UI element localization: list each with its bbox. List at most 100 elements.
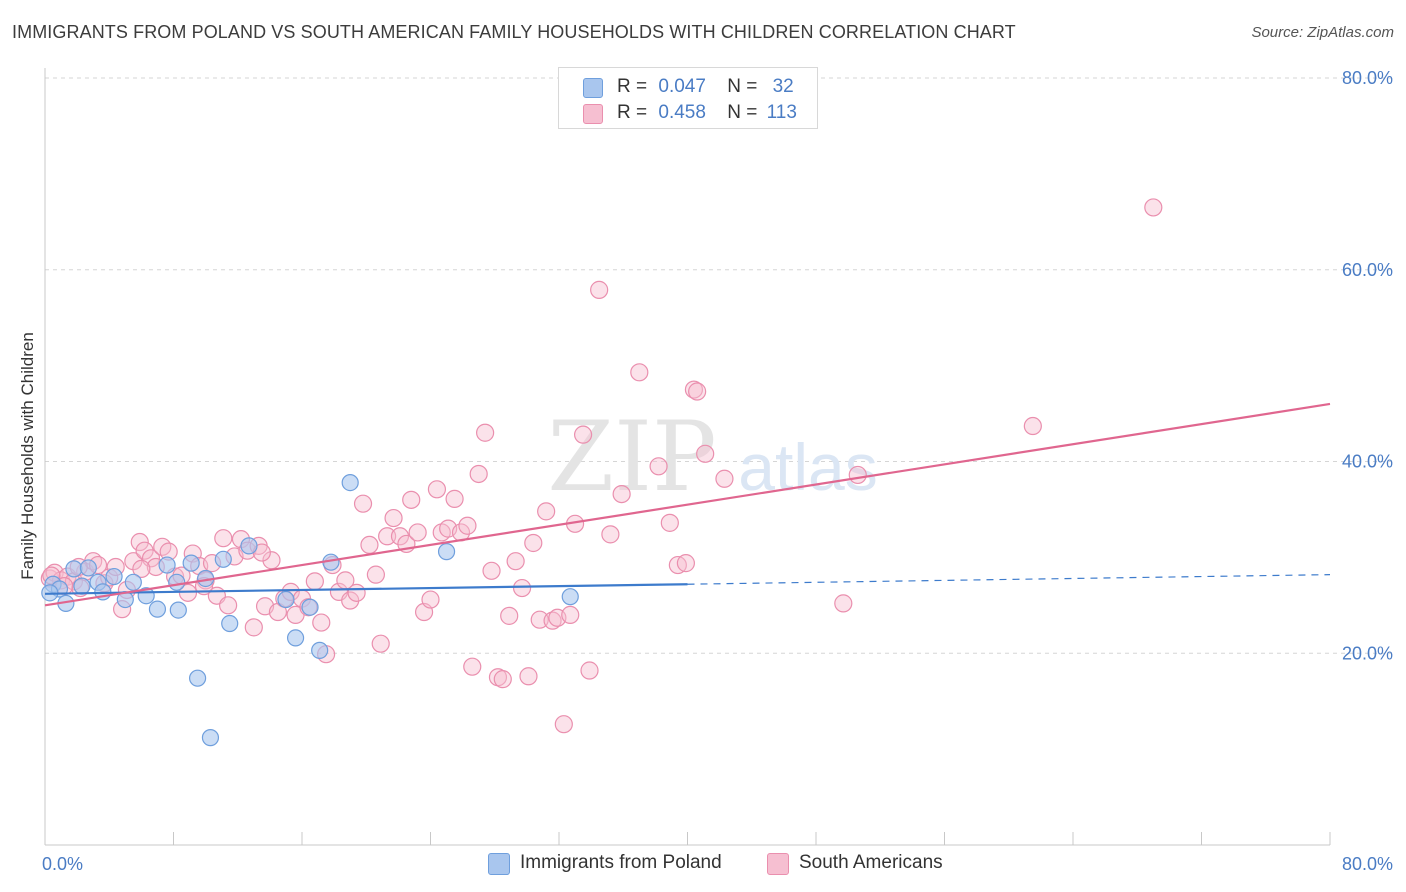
legend-swatch-south-americans bbox=[767, 853, 789, 875]
south-americans-point bbox=[1023, 416, 1042, 436]
south-americans-point bbox=[402, 490, 421, 509]
south-americans-point bbox=[360, 535, 379, 555]
poland-point bbox=[169, 601, 187, 619]
poland-points bbox=[41, 473, 579, 747]
legend-label-poland: Immigrants from Poland bbox=[520, 852, 722, 873]
south-americans-point bbox=[612, 484, 631, 504]
n-label-south-americans: N = bbox=[727, 102, 758, 123]
axis-layer bbox=[44, 68, 1331, 846]
poland-point bbox=[214, 550, 232, 568]
poland-point bbox=[188, 669, 207, 687]
poland-point bbox=[105, 567, 123, 586]
south-americans-point bbox=[684, 380, 704, 399]
south-americans-point bbox=[530, 610, 549, 629]
poland-point bbox=[301, 598, 319, 616]
south-americans-point bbox=[649, 457, 668, 476]
poland-swatch bbox=[583, 78, 603, 98]
poland-point bbox=[561, 588, 579, 606]
south-americans-point bbox=[132, 559, 151, 578]
south-americans-point bbox=[427, 480, 447, 499]
south-americans-point bbox=[458, 516, 477, 535]
poland-point bbox=[182, 554, 200, 572]
x-tick-label-max: 80.0% bbox=[1342, 854, 1393, 874]
poland-point bbox=[341, 473, 359, 492]
south-americans-point bbox=[219, 596, 238, 615]
south-americans-point bbox=[834, 594, 853, 613]
trend-lines bbox=[44, 402, 1331, 607]
south-americans-point bbox=[353, 494, 373, 513]
south-americans-point bbox=[312, 613, 331, 632]
south-americans-point bbox=[500, 606, 519, 625]
poland-point bbox=[221, 614, 239, 633]
chart-title: IMMIGRANTS FROM POLAND VS SOUTH AMERICAN… bbox=[12, 22, 1016, 42]
n-value-south-americans: 113 bbox=[766, 102, 797, 123]
n-label-poland: N = bbox=[727, 76, 758, 97]
south-americans-point bbox=[676, 554, 695, 573]
south-americans-point bbox=[463, 657, 482, 676]
poland-point bbox=[73, 577, 91, 595]
south-americans-point bbox=[378, 527, 397, 546]
south-americans-point bbox=[476, 423, 495, 442]
south-americans-point bbox=[519, 667, 538, 686]
poland-trend-extension bbox=[687, 574, 1331, 585]
poland-point bbox=[286, 629, 305, 647]
poland-point bbox=[79, 559, 97, 577]
y-tick-label: 20.0% bbox=[1342, 643, 1393, 663]
south-americans-point bbox=[537, 502, 556, 521]
legend-label-south-americans: South Americans bbox=[799, 852, 943, 873]
poland-point bbox=[240, 537, 258, 555]
south-americans-point bbox=[554, 715, 573, 734]
stats-legend: R = 0.047 N = 32 R = 0.458 N = 113 bbox=[558, 67, 818, 129]
south-americans-point bbox=[408, 523, 427, 542]
south-americans-point bbox=[696, 444, 715, 463]
south-americans-point bbox=[469, 464, 488, 484]
x-tick-label-min: 0.0% bbox=[42, 854, 83, 874]
poland-point bbox=[437, 543, 456, 561]
south-americans-point bbox=[630, 363, 649, 382]
south-americans-point bbox=[482, 561, 501, 580]
south-americans-point bbox=[715, 469, 734, 488]
south-americans-point bbox=[580, 661, 599, 680]
legend-swatch-poland bbox=[488, 853, 510, 875]
series-legend: Immigrants from Poland South Americans bbox=[0, 852, 1406, 878]
south-americans-point bbox=[244, 618, 263, 637]
south-americans-point bbox=[384, 508, 403, 528]
n-value-poland: 32 bbox=[772, 76, 794, 97]
south-americans-point bbox=[305, 572, 324, 591]
south-americans-point bbox=[366, 565, 385, 584]
poland-point bbox=[65, 560, 83, 578]
south-americans-point bbox=[347, 583, 366, 602]
south-americans-point bbox=[512, 578, 532, 598]
south-americans-point bbox=[590, 280, 609, 299]
poland-point bbox=[168, 573, 186, 591]
south-americans-swatch bbox=[583, 104, 603, 124]
poland-point bbox=[277, 590, 295, 609]
south-americans-trend-line bbox=[44, 402, 1331, 607]
south-americans-point bbox=[506, 552, 525, 571]
poland-point bbox=[311, 641, 329, 659]
south-americans-point bbox=[421, 590, 440, 609]
south-americans-point bbox=[543, 611, 562, 630]
poland-trend-line bbox=[44, 583, 688, 595]
south-americans-point bbox=[493, 670, 512, 689]
poland-point bbox=[148, 600, 167, 618]
watermark-zip: ZIP bbox=[547, 401, 716, 513]
r-value-south-americans: 0.458 bbox=[658, 102, 706, 123]
south-americans-point bbox=[371, 634, 390, 653]
source-label: Source: ZipAtlas.com bbox=[1251, 24, 1394, 41]
poland-point bbox=[124, 573, 142, 591]
south-americans-point bbox=[214, 529, 233, 548]
y-tick-label: 80.0% bbox=[1342, 68, 1393, 88]
poland-point bbox=[158, 556, 176, 574]
r-value-poland: 0.047 bbox=[658, 76, 706, 97]
r-label-poland: R = bbox=[617, 76, 648, 97]
poland-point bbox=[201, 729, 220, 747]
south-americans-point bbox=[660, 513, 679, 532]
south-americans-point bbox=[573, 425, 593, 444]
south-americans-point bbox=[561, 605, 580, 625]
south-americans-point bbox=[130, 532, 149, 552]
south-americans-point bbox=[848, 465, 867, 485]
grid-layer bbox=[45, 77, 1392, 654]
r-label-south-americans: R = bbox=[617, 102, 648, 123]
